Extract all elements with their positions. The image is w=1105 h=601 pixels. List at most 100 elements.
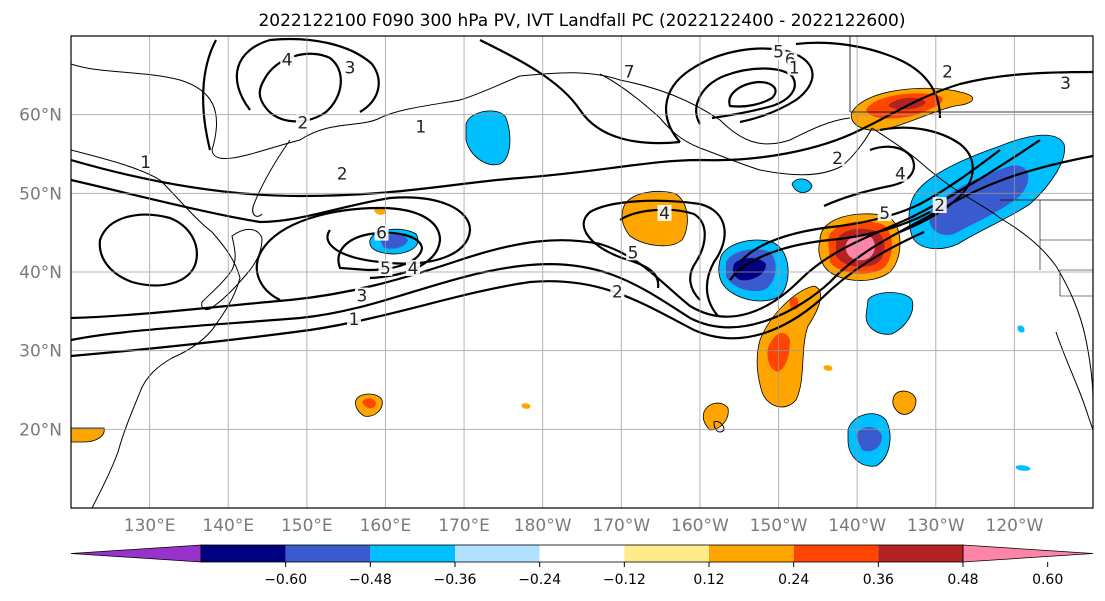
colorbar-extend-low (70, 544, 202, 563)
pv-contour-7 (337, 231, 424, 272)
shade-negative-bering (465, 110, 511, 166)
longitude-label: 180°W (514, 516, 572, 536)
colorbar-bin (793, 545, 879, 562)
contour-label: 5 (879, 204, 890, 224)
colorbar-tick-label: 0.12 (693, 572, 724, 588)
contour-label-bg (374, 224, 389, 241)
coast-hawaii (713, 421, 725, 433)
longitude-label: 160°W (671, 516, 729, 536)
contour-label-bg (610, 283, 625, 300)
contour-label-bg (413, 118, 428, 135)
shade-negative-tiny-1 (1015, 465, 1031, 471)
longitude-label: 120°W (986, 516, 1044, 536)
pv-contour-18 (795, 41, 942, 119)
shade-strong-positive-160e-south (362, 398, 376, 409)
contour-label: 6 (376, 224, 387, 244)
pv-contour-8 (582, 199, 726, 317)
colorbar-tick-label: −0.12 (603, 572, 646, 588)
shade-negative-small-goa (791, 178, 813, 193)
pv-contour-16 (695, 67, 796, 125)
latitude-label: 30°N (19, 342, 62, 362)
gridlines (71, 36, 1093, 508)
longitude-label: 140°E (202, 516, 254, 536)
pv-contour-17 (728, 80, 777, 108)
pv-contour-22 (729, 211, 931, 281)
coast-kamchatka (252, 139, 291, 217)
longitude-label: 170°W (592, 516, 650, 536)
shade-mid-negative-hawaii-east (856, 427, 882, 452)
contour-label-bg (877, 204, 892, 221)
longitude-label: 130°W (907, 516, 965, 536)
colorbar-tick-label: −0.48 (349, 572, 392, 588)
contour-label: 1 (140, 153, 151, 173)
latitude-labels: 20°N 30°N 40°N 50°N 60°N (19, 106, 62, 441)
contour-label: 4 (282, 51, 293, 71)
contour-label: 2 (337, 165, 348, 185)
contour-label-bg (626, 244, 641, 261)
pv-contour-12 (235, 37, 380, 113)
shade-mid-negative-pnw (929, 165, 1029, 235)
pv-contour-2 (71, 230, 925, 358)
shade-positive-160e-tiny (374, 207, 386, 215)
pv-contour-5 (71, 178, 472, 265)
contour-label-bg (1058, 75, 1073, 92)
contour-label-bg (932, 197, 947, 214)
contour-label-bg (622, 63, 637, 80)
contour-label-bg (347, 311, 362, 328)
contour-label-bg (405, 260, 420, 276)
pv-contour-9 (619, 208, 706, 301)
latitude-label: 60°N (19, 106, 62, 126)
longitude-label: 130°E (124, 516, 176, 536)
colorbar-bin (878, 545, 963, 562)
contour-label: 4 (895, 165, 906, 185)
colorbar-tick-label: −0.60 (264, 572, 307, 588)
border-us-states (1039, 200, 1093, 297)
colorbar-bin (539, 545, 625, 562)
contour-label-bg (295, 114, 310, 131)
pv-contour-13 (202, 39, 217, 151)
pv-contour-6 (255, 206, 442, 301)
pc-shading (71, 87, 1065, 471)
colorbar-tick-label: 0.24 (778, 572, 809, 588)
contour-label: 1 (415, 117, 426, 137)
longitude-label: 160°E (360, 516, 412, 536)
colorbar-bin (624, 545, 709, 562)
colorbar-tick-label: −0.36 (434, 572, 477, 588)
coast-asia-east (71, 149, 241, 508)
colorbar-bin (201, 545, 286, 562)
contour-labels: 432112654314527561245223 (138, 43, 1073, 330)
pv-contour-14 (479, 39, 681, 145)
map-frame (70, 35, 1094, 509)
contour-label: 2 (832, 149, 843, 169)
shade-negative-140w (865, 292, 914, 335)
shade-positive-135w-south (892, 390, 917, 415)
shade-negative-tiny-2 (1017, 325, 1025, 333)
pv-contour-11 (258, 52, 342, 123)
colorbar-bin (370, 545, 455, 562)
shade-positive-hawaii (702, 402, 729, 431)
pv-contour-4 (71, 70, 1093, 198)
contour-label-bg (893, 165, 908, 182)
contour-label: 3 (356, 287, 367, 307)
contour-label-bg (335, 165, 350, 182)
contour-label-bg (830, 149, 845, 166)
latitude-label: 40°N (19, 263, 62, 283)
latitude-label: 20°N (19, 420, 62, 440)
colorbar-bin (455, 545, 540, 562)
colorbar-tick-label: 0.36 (863, 572, 894, 588)
contour-label: 2 (934, 196, 945, 216)
coast-asia-north (71, 63, 851, 159)
shade-positive-west-edge (71, 427, 105, 443)
contour-label: 7 (624, 62, 635, 82)
contour-label-bg (787, 59, 802, 76)
contour-label: 1 (349, 310, 360, 330)
colorbar-extend-high (962, 544, 1094, 563)
longitude-label: 140°W (828, 516, 886, 536)
shade-positive-165w (621, 190, 688, 247)
contour-label: 4 (659, 204, 670, 224)
colorbar-tick-label: 0.60 (1032, 572, 1063, 588)
contour-label-bg (657, 204, 672, 221)
colorbar: −0.60 −0.48 −0.36 −0.24 −0.12 0.12 0.24 0.36 0.4… (70, 544, 1094, 588)
shade-positive-tiny-2 (823, 365, 833, 371)
